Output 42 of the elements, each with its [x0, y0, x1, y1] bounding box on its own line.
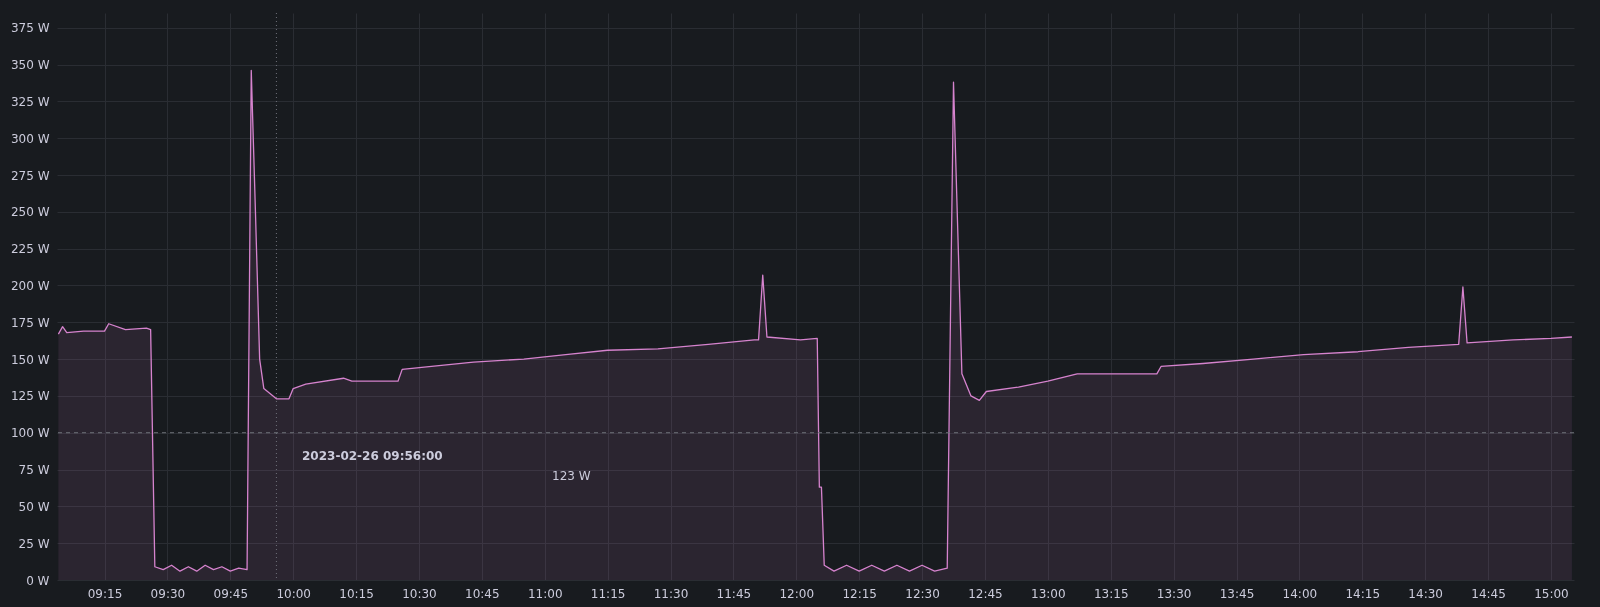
y-tick-label: 125 W: [10, 389, 50, 404]
x-tick-label: 11:45: [716, 586, 752, 601]
y-tick-label: 250 W: [10, 205, 50, 220]
x-tick-label: 13:30: [1156, 586, 1192, 601]
x-tick-label: 10:15: [339, 586, 374, 601]
x-tick-label: 15:00: [1534, 586, 1569, 601]
x-tick-label: 13:00: [1031, 586, 1066, 601]
x-tick-label: 12:00: [779, 586, 815, 601]
x-tick-label: 10:00: [276, 586, 311, 601]
y-tick-label: 375 W: [10, 21, 50, 36]
y-tick-label: 225 W: [10, 242, 50, 257]
y-tick-label: 275 W: [10, 168, 50, 183]
x-tick-label: 10:30: [402, 586, 437, 601]
y-tick-label: 200 W: [10, 278, 50, 293]
y-tick-label: 325 W: [10, 94, 50, 109]
y-tick-label: 150 W: [10, 352, 50, 367]
x-tick-label: 13:15: [1093, 586, 1129, 601]
x-tick-label: 09:15: [87, 586, 123, 601]
x-tick-label: 14:00: [1282, 586, 1318, 601]
y-tick-label: 350 W: [10, 58, 50, 73]
y-tick-label: 100 W: [10, 426, 50, 441]
x-tick-label: 14:30: [1408, 586, 1443, 601]
y-tick-label: 175 W: [10, 315, 50, 330]
y-tick-label: 0 W: [26, 573, 50, 588]
x-tick-label: 12:15: [842, 586, 877, 601]
x-tick-label: 14:45: [1471, 586, 1506, 601]
y-tick-label: 50 W: [18, 499, 50, 514]
y-tick-label: 25 W: [18, 536, 50, 551]
x-tick-label: 12:45: [968, 586, 1003, 601]
annotation: 123 W: [552, 469, 591, 483]
x-tick-label: 13:45: [1219, 586, 1255, 601]
x-tick-label: 11:15: [590, 586, 626, 601]
x-tick-label: 09:30: [150, 586, 186, 601]
x-tick-label: 10:45: [465, 586, 500, 601]
x-tick-label: 14:15: [1345, 586, 1381, 601]
x-tick-label: 11:00: [527, 586, 563, 601]
x-tick-label: 09:45: [213, 586, 249, 601]
y-tick-label: 75 W: [18, 463, 50, 478]
x-tick-label: 11:30: [653, 586, 689, 601]
y-tick-label: 300 W: [10, 131, 50, 146]
annotation: 2023-02-26 09:56:00: [302, 449, 443, 463]
x-tick-label: 12:30: [905, 586, 940, 601]
